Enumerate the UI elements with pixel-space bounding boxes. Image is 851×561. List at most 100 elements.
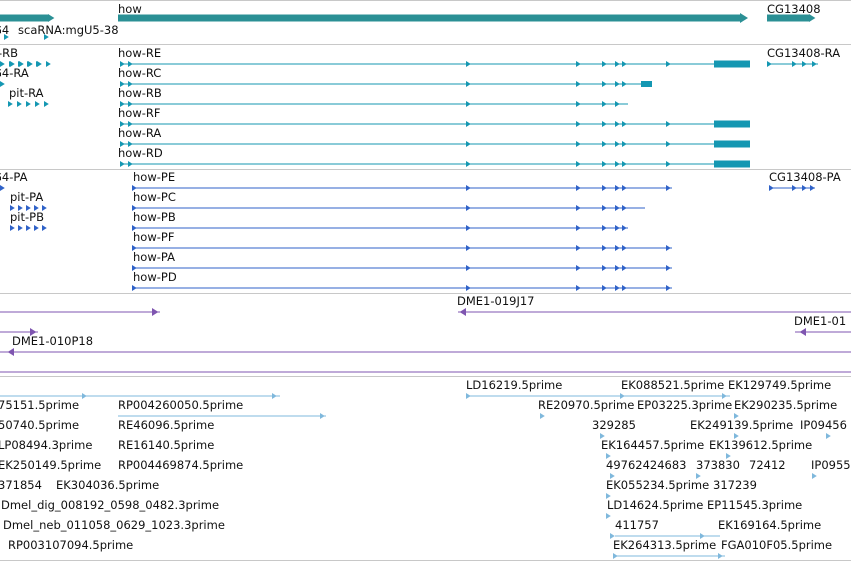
protein-label[interactable]: how-PB <box>133 210 176 224</box>
exon-arrow <box>666 161 671 167</box>
est-label[interactable]: EP11545.3prime <box>707 498 803 512</box>
transcript-label[interactable]: -RB <box>0 46 19 60</box>
protein-label[interactable]: pit-PA <box>10 190 44 204</box>
exon-arrow <box>734 433 739 439</box>
est-label[interactable]: 329285 <box>592 418 636 432</box>
est-label[interactable]: Dmel_neb_011058_0629_1023.3prime <box>3 518 225 532</box>
protein-label[interactable]: how-PA <box>133 250 175 264</box>
exon-arrow <box>602 205 607 211</box>
exon-arrow <box>18 225 23 231</box>
transcript-label[interactable]: how-RE <box>118 46 162 60</box>
clone-label[interactable]: DME1-01 <box>794 314 847 328</box>
est-label[interactable]: EK164457.5prime <box>601 438 705 452</box>
exon-arrow <box>466 161 471 167</box>
exon-arrow <box>700 533 705 539</box>
exon-arrow <box>576 81 581 87</box>
exon-arrow <box>615 141 620 147</box>
exon-arrow <box>466 61 471 67</box>
est-label[interactable]: RP004260050.5prime <box>118 398 244 412</box>
exon-arrow <box>466 81 471 87</box>
exon-arrow <box>602 225 607 231</box>
exon-arrow <box>30 328 37 336</box>
est-label[interactable]: 50740.5prime <box>0 418 80 432</box>
exon-arrow <box>46 61 51 67</box>
exon-arrow <box>602 245 607 251</box>
transcript-label[interactable]: how-RB <box>118 86 162 100</box>
exon-arrow <box>602 265 607 271</box>
exon-arrow <box>576 141 581 147</box>
est-label[interactable]: 411757 <box>615 518 659 532</box>
protein-label[interactable]: how-PC <box>133 190 176 204</box>
exon-arrow <box>615 265 620 271</box>
exon-arrow <box>606 493 611 499</box>
est-label[interactable]: EK304036.5prime <box>56 478 160 492</box>
transcript-label[interactable]: how-RD <box>118 146 163 160</box>
exon-arrow <box>128 161 133 167</box>
est-label[interactable]: IP0955 <box>811 458 851 472</box>
exon-arrow <box>576 121 581 127</box>
est-label[interactable]: EK129749.5prime <box>728 378 832 392</box>
protein-label[interactable]: pit-PB <box>10 210 44 224</box>
est-label[interactable]: 75151.5prime <box>0 398 80 412</box>
est-label[interactable]: RP004469874.5prime <box>118 458 244 472</box>
est-label[interactable]: LD14624.5prime <box>607 498 704 512</box>
exon-arrow <box>0 61 5 67</box>
exon-arrow <box>128 121 133 127</box>
est-label[interactable]: 371854 <box>0 478 42 492</box>
protein-label[interactable]: how-PF <box>133 230 175 244</box>
est-label[interactable]: EK169164.5prime <box>718 518 822 532</box>
exon-arrow <box>466 205 471 211</box>
est-label[interactable]: LD16219.5prime <box>466 378 563 392</box>
est-label[interactable]: Dmel_dig_008192_0598_0482.3prime <box>1 498 220 512</box>
transcript-label[interactable]: pit-RA <box>9 86 44 100</box>
est-label[interactable]: EK264313.5prime <box>613 538 717 552</box>
est-label[interactable]: RP003107094.5prime <box>8 538 134 552</box>
est-label[interactable]: EK139612.5prime <box>709 438 813 452</box>
est-label[interactable]: LP08494.3prime <box>0 438 93 452</box>
exon-arrow <box>622 205 627 211</box>
gene-label-cg13408[interactable]: CG13408 <box>767 2 821 16</box>
est-label[interactable]: EK088521.5prime <box>621 378 725 392</box>
exon-arrow <box>602 185 607 191</box>
protein-label[interactable]: how-PE <box>133 170 176 184</box>
transcript-label[interactable]: how-RA <box>118 126 162 140</box>
exon-arrow <box>666 121 671 127</box>
exon-arrow <box>44 101 49 107</box>
exon-arrow <box>812 61 817 67</box>
exon-arrow <box>540 413 545 419</box>
est-label[interactable]: EK290235.5prime <box>734 398 838 412</box>
est-label[interactable]: 373830 <box>696 458 740 472</box>
transcript-label[interactable]: how-RF <box>118 106 161 120</box>
gene-label-g4[interactable]: G4 <box>0 23 10 37</box>
est-label[interactable]: 72412 <box>749 458 786 472</box>
exon-arrow <box>128 101 133 107</box>
protein-label[interactable]: CG13408-PA <box>769 170 841 184</box>
exon-arrow <box>622 161 627 167</box>
est-label[interactable]: RE16140.5prime <box>118 438 215 452</box>
est-label[interactable]: EK249139.5prime <box>690 418 794 432</box>
protein-label[interactable]: G4-PA <box>0 170 28 184</box>
gene-label-how[interactable]: how <box>118 2 142 16</box>
est-label[interactable]: EK055234.5prime <box>606 478 710 492</box>
clone-label[interactable]: DME1-010P18 <box>12 334 94 348</box>
exon-arrow <box>128 81 133 87</box>
est-label[interactable]: FGA010F05.5prime <box>721 538 833 552</box>
transcript-label[interactable]: how-RC <box>118 66 162 80</box>
transcript-label[interactable]: CG13408-RA <box>767 46 841 60</box>
est-label[interactable]: RE20970.5prime <box>538 398 635 412</box>
exon-arrow <box>466 265 471 271</box>
exon-arrow <box>576 185 581 191</box>
est-label[interactable]: 49762424683 <box>606 458 687 472</box>
est-label[interactable]: IP09456 <box>800 418 847 432</box>
exon-arrow <box>602 81 607 87</box>
exon-arrow <box>26 101 31 107</box>
gene-label-scarna[interactable]: scaRNA:mgU5-38 <box>18 23 119 37</box>
exon-block <box>714 140 750 148</box>
transcript-label[interactable]: G4-RA <box>0 66 29 80</box>
est-label[interactable]: 317239 <box>713 478 757 492</box>
protein-label[interactable]: how-PD <box>133 270 177 284</box>
est-label[interactable]: EP03225.3prime <box>637 398 733 412</box>
est-label[interactable]: EK250149.5prime <box>0 458 102 472</box>
clone-label[interactable]: DME1-019J17 <box>457 294 535 308</box>
est-label[interactable]: RE46096.5prime <box>118 418 215 432</box>
